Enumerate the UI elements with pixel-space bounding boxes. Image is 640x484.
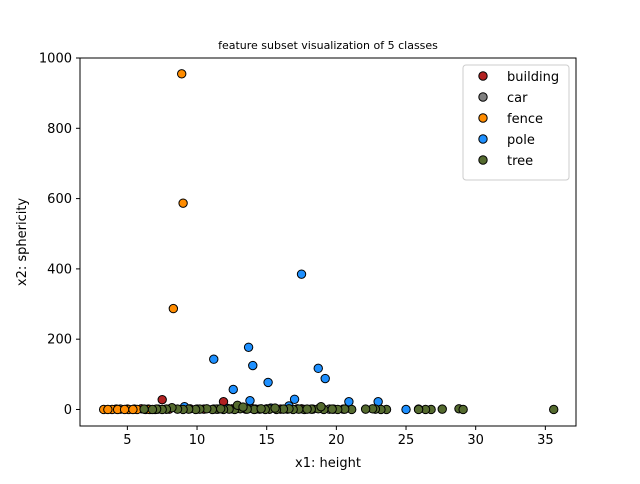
point-tree-16	[327, 404, 337, 414]
y-tick-label-1: 200	[47, 333, 72, 348]
y-tick-label-4: 800	[47, 122, 72, 137]
y-axis-ticks: 0 200 400 600 800 1000	[39, 52, 80, 418]
point-pole-0	[296, 269, 307, 279]
point-tree-7	[413, 404, 424, 415]
legend-box	[462, 64, 570, 181]
legend-marker-pole	[478, 134, 488, 144]
point-tree-12	[360, 404, 371, 414]
y-tick-label-3: 600	[47, 192, 72, 207]
point-fence-13	[128, 404, 138, 415]
point-pole-14	[401, 404, 411, 415]
point-pole-5	[320, 373, 330, 384]
point-tree-50	[238, 402, 248, 412]
y-tick-label-5: 1000	[39, 52, 72, 67]
point-pole-4	[313, 363, 323, 374]
point-pole-8	[289, 394, 300, 404]
legend-label-pole: pole	[507, 133, 535, 148]
point-pole-2	[209, 354, 219, 364]
point-fence-12	[103, 404, 113, 415]
point-fence-11	[119, 404, 130, 415]
legend-marker-building	[478, 71, 488, 81]
legend-label-fence: fence	[507, 112, 543, 127]
x-axis-ticks: 5 10 15 20 25 30 35	[123, 426, 554, 448]
point-building-0	[157, 394, 167, 405]
point-fence-0	[177, 69, 187, 79]
legend-label-tree: tree	[507, 154, 533, 169]
x-axis-label: x1: height	[295, 456, 361, 471]
x-tick-label-6: 35	[537, 433, 554, 448]
legend-marker-fence	[478, 113, 488, 123]
x-tick-label-0: 5	[123, 433, 131, 448]
point-pole-3	[248, 360, 258, 371]
legend-label-building: building	[507, 70, 559, 85]
point-tree-52	[270, 403, 280, 413]
legend-marker-car	[478, 92, 488, 102]
point-tree-2	[458, 404, 468, 415]
point-pole-6	[263, 377, 273, 388]
point-tree-3	[437, 404, 447, 414]
x-tick-label-1: 10	[189, 433, 206, 448]
data-points	[98, 69, 559, 415]
y-axis-label: x2: sphericity	[15, 198, 30, 287]
point-tree-51	[256, 404, 266, 414]
x-tick-label-2: 15	[258, 433, 275, 448]
legend-marker-tree	[478, 155, 488, 165]
point-tree-54	[316, 401, 326, 412]
legend: building car fence pole tree	[462, 64, 570, 181]
point-fence-1	[178, 198, 188, 208]
x-tick-label-3: 20	[328, 433, 345, 448]
point-tree-48	[139, 404, 149, 414]
point-tree-0	[549, 404, 559, 415]
point-pole-7	[228, 384, 238, 395]
point-tree-53	[302, 404, 312, 414]
plot-frame	[79, 57, 577, 427]
point-pole-1	[243, 342, 254, 352]
chart-title: feature subset visualization of 5 classe…	[218, 39, 438, 52]
point-tree-55	[216, 404, 226, 414]
x-tick-label-5: 30	[467, 433, 484, 448]
point-tree-47	[147, 404, 158, 415]
point-fence-2	[168, 303, 179, 314]
legend-label-car: car	[507, 91, 528, 106]
y-tick-label-2: 400	[47, 262, 72, 277]
x-tick-label-4: 25	[398, 433, 415, 448]
y-tick-label-0: 0	[64, 403, 72, 418]
point-pole-9	[245, 395, 255, 406]
